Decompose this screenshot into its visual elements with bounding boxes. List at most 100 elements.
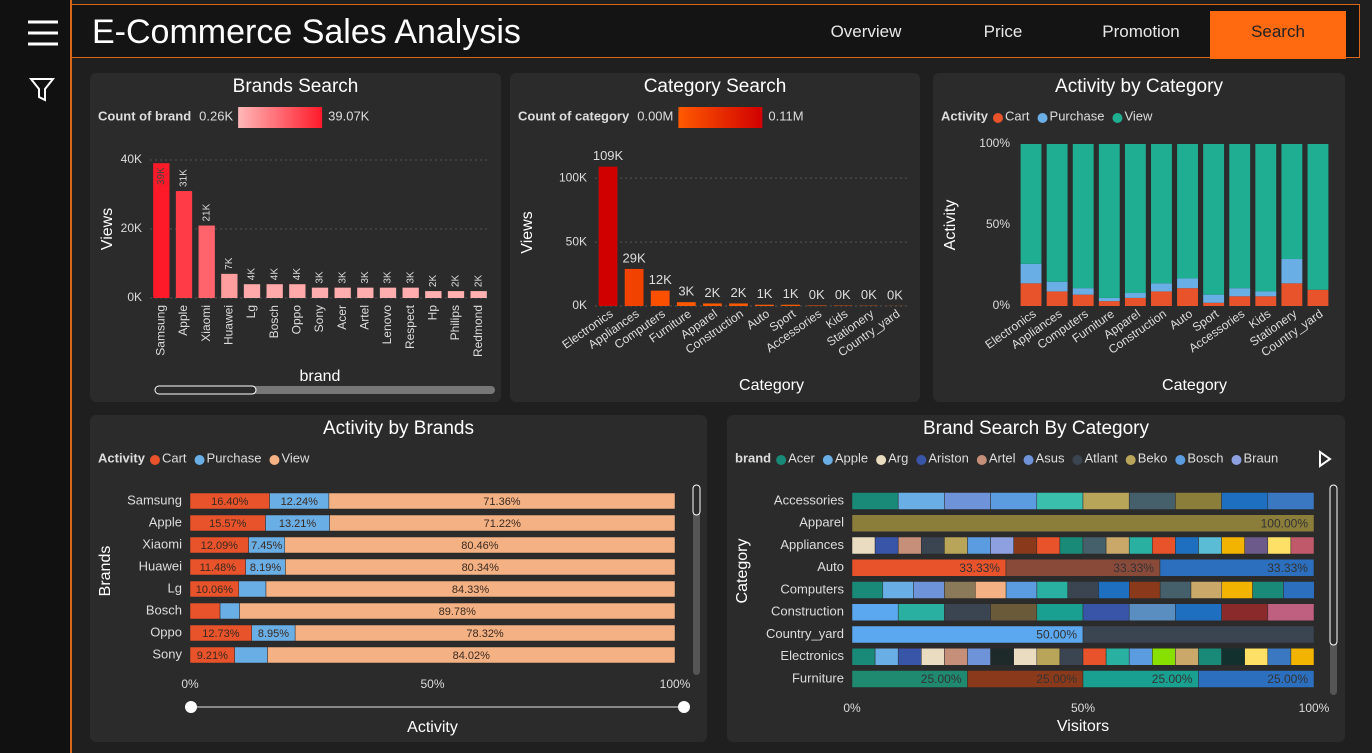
bar-segment — [1072, 288, 1094, 295]
y-tick-label: 100K — [559, 170, 587, 184]
nav-tab[interactable]: Price — [983, 22, 1023, 41]
x-tick-label: Philips — [448, 305, 462, 340]
scrollbar[interactable] — [693, 485, 700, 675]
data-label: 50.00% — [1036, 628, 1077, 642]
bar-segment — [897, 536, 922, 555]
x-axis-label: Activity — [407, 719, 458, 736]
bar-segment — [1059, 536, 1084, 555]
y-tick-label: 0K — [572, 298, 587, 312]
bar-segment — [1229, 296, 1251, 306]
menu-icon[interactable] — [28, 20, 58, 46]
bar-segment — [1105, 536, 1130, 555]
nav-tab[interactable]: Search — [1210, 11, 1346, 59]
data-label: 84.33% — [452, 584, 490, 596]
legend-label: Asus — [1036, 450, 1065, 465]
data-label: 2K — [473, 275, 484, 288]
y-tick-label: Construction — [771, 604, 844, 619]
x-tick-label: Apple — [176, 305, 190, 336]
y-tick-label: Accessories — [774, 492, 845, 507]
x-tick-label: Auto — [1167, 306, 1196, 332]
bar-segment — [851, 648, 876, 666]
bar-segment — [1082, 536, 1107, 555]
chart: Brand Search By Category brand Acer Apple Ar… — [734, 418, 1338, 735]
data-label: 2K — [731, 285, 747, 300]
x-tick-label: Hp — [426, 305, 440, 321]
bar-segment — [1036, 581, 1068, 599]
bar-segment — [1152, 648, 1176, 666]
legend-swatch — [1072, 455, 1083, 465]
scroll-thumb[interactable] — [1329, 484, 1338, 646]
scroll-thumb[interactable] — [154, 385, 257, 395]
bar-segment — [990, 492, 1038, 510]
data-label: 4K — [292, 268, 303, 281]
x-tick-label: Sony — [312, 305, 326, 332]
y-tick-label: Furniture — [792, 670, 844, 685]
bar-segment — [1252, 581, 1284, 599]
bar-segment — [1221, 492, 1269, 510]
chart: Activity by Category Activity Cart Purchase… — [941, 76, 1329, 394]
bar — [175, 191, 193, 298]
data-label: 2K — [704, 285, 720, 300]
legend-next[interactable] — [1319, 450, 1332, 468]
bar-segment — [294, 624, 676, 642]
bar-segment — [284, 536, 676, 554]
bar — [676, 302, 696, 306]
data-label: 7.45% — [251, 540, 282, 552]
bar-segment — [944, 492, 991, 510]
bar-segment — [944, 536, 968, 555]
y-tick-label: 20K — [121, 221, 142, 235]
bar-segment — [1152, 536, 1176, 555]
header: E-Commerce Sales Analysis Overview Price… — [72, 4, 1360, 59]
bar-segment — [1281, 283, 1303, 306]
data-label: 4K — [247, 268, 258, 281]
data-label: 11.48% — [200, 562, 237, 574]
bar-segment — [913, 581, 945, 599]
legend-swatch — [1023, 455, 1034, 465]
bar-segment — [1198, 648, 1222, 666]
bar-segment — [874, 648, 899, 666]
nav-tab[interactable]: Overview — [830, 22, 902, 41]
data-label: 80.34% — [462, 562, 500, 574]
legend-swatch — [876, 455, 887, 465]
legend-label: View — [281, 450, 310, 465]
data-label: 8.19% — [250, 562, 281, 574]
y-tick-label: Bosch — [146, 602, 182, 617]
bar-segment — [1098, 144, 1120, 298]
x-tick-label: Xiaomi — [199, 305, 213, 342]
filter-icon[interactable] — [28, 78, 56, 102]
bar-segment — [1290, 648, 1315, 666]
legend-swatch — [1175, 455, 1186, 465]
bar-segment — [944, 581, 976, 599]
x-tick-label: Respect — [403, 304, 417, 349]
dashboard-title: E-Commerce Sales Analysis — [92, 13, 521, 51]
sidebar — [0, 0, 72, 753]
y-tick-label: 0K — [127, 290, 142, 304]
panel: Activity by Brands Activity Cart Purchase Vi… — [90, 415, 707, 742]
data-label: 78.32% — [466, 628, 504, 640]
bar-segment — [1128, 492, 1176, 510]
slider-handle[interactable] — [678, 701, 690, 713]
x-tick-label: Auto — [744, 306, 773, 332]
bar-segment — [1059, 648, 1084, 666]
bar-segment — [944, 648, 968, 666]
y-axis-label: Views — [99, 208, 116, 250]
bar — [650, 290, 670, 306]
legend-label: Cart — [1005, 108, 1030, 123]
data-label: 71.36% — [483, 496, 521, 508]
bar-segment — [1046, 291, 1068, 306]
y-tick-label: Apparel — [799, 515, 844, 530]
legend-swatch — [149, 455, 160, 465]
slider-handle[interactable] — [185, 701, 197, 713]
bar — [729, 303, 748, 306]
nav-tab[interactable]: Promotion — [1102, 22, 1180, 41]
data-label: 84.02% — [453, 650, 491, 662]
data-label: 12.24% — [281, 496, 319, 508]
scroll-thumb[interactable] — [692, 484, 701, 516]
panel: Brand Search By Category brand Acer Apple Ar… — [727, 415, 1345, 742]
side-icons — [28, 20, 58, 102]
bar-segment — [329, 514, 676, 532]
legend-label: View — [1124, 108, 1153, 123]
legend-label: Beko — [1138, 450, 1168, 465]
x-axis-label: Visitors — [1057, 718, 1109, 735]
bar-segment — [1203, 302, 1225, 306]
